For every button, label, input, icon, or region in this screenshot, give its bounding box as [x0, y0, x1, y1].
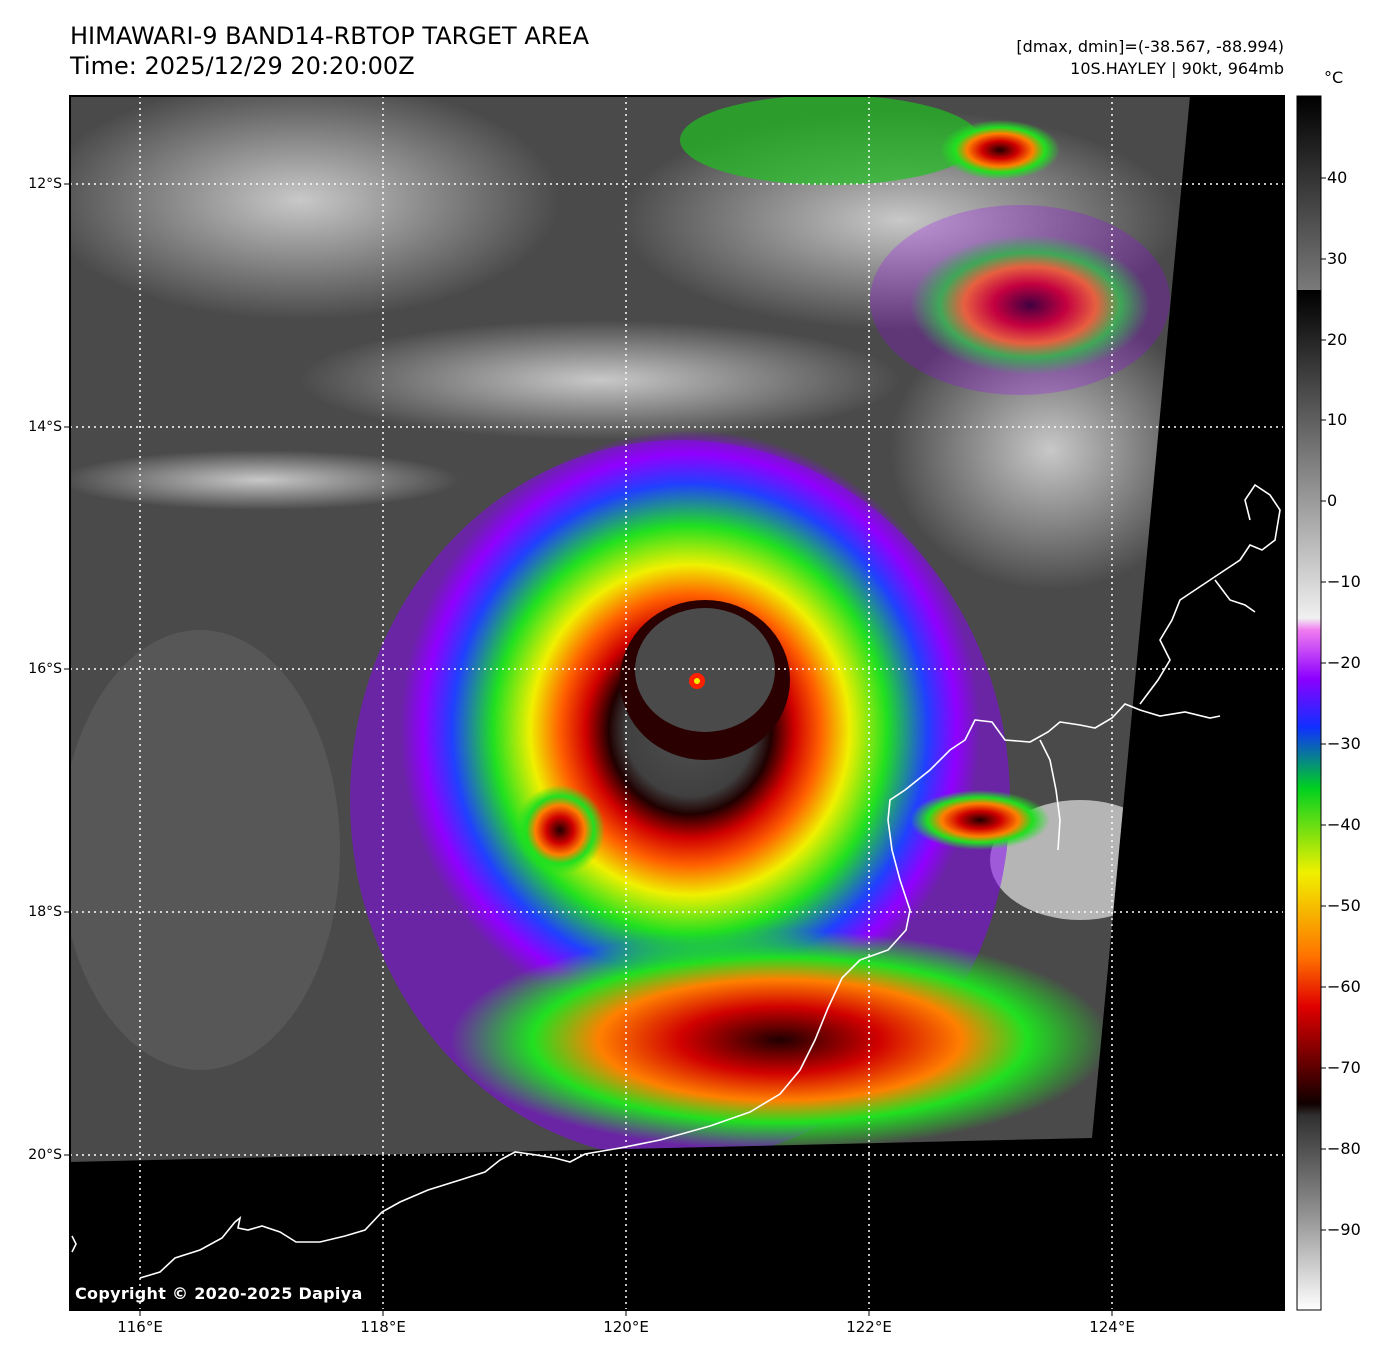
lon-label-120e: 120°E [603, 1318, 649, 1336]
colorbar-label: −20 [1327, 653, 1361, 672]
colorbar-unit: °C [1324, 68, 1344, 87]
colorbar-label: −30 [1327, 734, 1361, 753]
colorbar-label: 30 [1327, 249, 1348, 268]
colorbar [1296, 95, 1322, 1311]
colorbar-label: −10 [1327, 572, 1361, 591]
colorbar-label: 0 [1327, 491, 1338, 510]
colorbar-label: −50 [1327, 896, 1361, 915]
colorbar-label: −60 [1327, 977, 1361, 996]
colorbar-label: 20 [1327, 330, 1348, 349]
axis-ticks [64, 183, 1113, 1316]
data-range: [dmax, dmin]=(-38.567, -88.994) [1016, 37, 1284, 56]
colorbar-label: −90 [1327, 1220, 1361, 1239]
colorbar-label: −80 [1327, 1139, 1361, 1158]
lat-label-14s: 14°S [28, 419, 62, 435]
satellite-swath [70, 96, 1190, 1162]
lat-label-16s: 16°S [28, 661, 62, 677]
map-time: Time: 2025/12/29 20:20:00Z [70, 52, 415, 80]
colorbar-label: −40 [1327, 815, 1361, 834]
map-title: HIMAWARI-9 BAND14-RBTOP TARGET AREA [70, 22, 590, 50]
lon-label-118e: 118°E [360, 1318, 406, 1336]
storm-info: 10S.HAYLEY | 90kt, 964mb [1070, 59, 1284, 78]
lat-label-20s: 20°S [28, 1147, 62, 1163]
lon-label-122e: 122°E [846, 1318, 892, 1336]
colorbar-label: −70 [1327, 1058, 1361, 1077]
lon-label-124e: 124°E [1089, 1318, 1135, 1336]
colorbar-label: 10 [1327, 410, 1348, 429]
colorbar-ticks [1321, 177, 1326, 1231]
lon-label-116e: 116°E [117, 1318, 163, 1336]
lat-label-18s: 18°S [28, 904, 62, 920]
lat-label-12s: 12°S [28, 176, 62, 192]
copyright-notice: Copyright © 2020-2025 Dapiya [75, 1284, 363, 1303]
colorbar-label: 40 [1327, 168, 1348, 187]
coastline [71, 483, 1281, 1279]
graticule [70, 96, 1284, 1310]
map-border [69, 95, 1285, 1311]
